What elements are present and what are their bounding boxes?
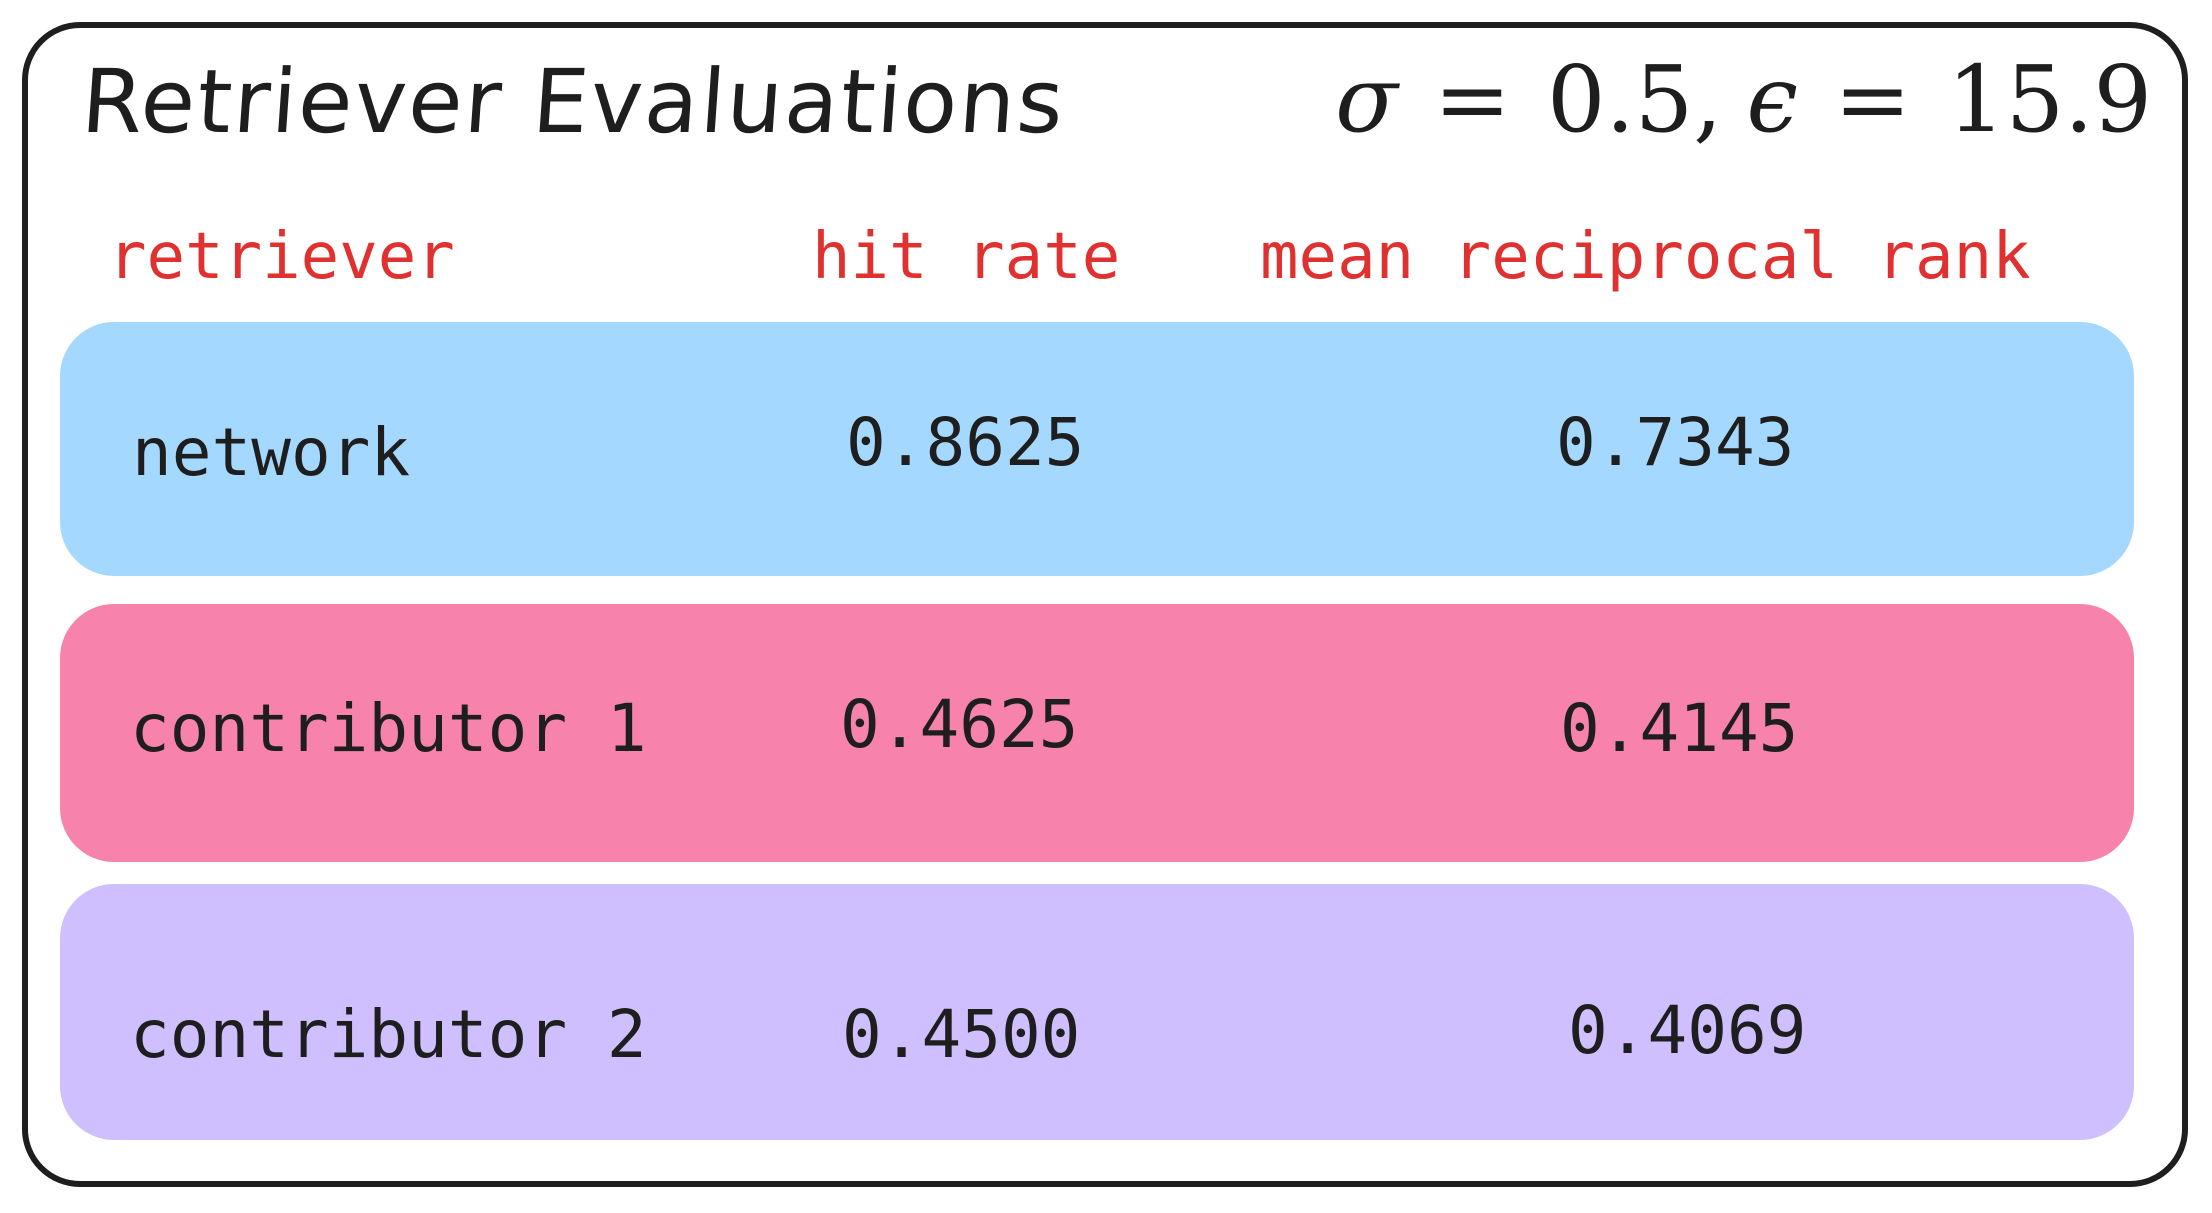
parameters-formula: σ = 0.5, ϵ = 15.9 (1335, 46, 2152, 153)
row-hit-rate: 0.4500 (842, 996, 1081, 1073)
epsilon-value: 15.9 (1947, 46, 2152, 153)
epsilon-symbol: ϵ (1746, 46, 1799, 153)
row-mrr: 0.4069 (1568, 992, 1807, 1069)
sigma-symbol: σ (1335, 46, 1398, 153)
row-mrr: 0.4145 (1560, 690, 1799, 767)
row-retriever-name: contributor 1 (130, 690, 647, 767)
table-row-contributor-2 (60, 884, 2134, 1140)
column-header-mrr: mean reciprocal rank (1260, 220, 2031, 294)
sigma-value: 0.5 (1546, 46, 1694, 153)
page-title: Retriever Evaluations (78, 50, 1069, 153)
table-row-contributor-1 (60, 604, 2134, 862)
row-retriever-name: contributor 2 (130, 996, 647, 1073)
row-hit-rate: 0.4625 (840, 686, 1079, 763)
params-comma: , (1693, 46, 1723, 153)
row-hit-rate: 0.8625 (846, 404, 1085, 481)
epsilon-equals: = (1834, 46, 1912, 153)
table-row-network (60, 322, 2134, 576)
row-mrr: 0.7343 (1556, 404, 1795, 481)
column-header-retriever: retriever (108, 220, 455, 294)
column-header-hit-rate: hit rate (812, 220, 1121, 294)
row-retriever-name: network (132, 414, 411, 491)
sigma-equals: = (1433, 46, 1511, 153)
